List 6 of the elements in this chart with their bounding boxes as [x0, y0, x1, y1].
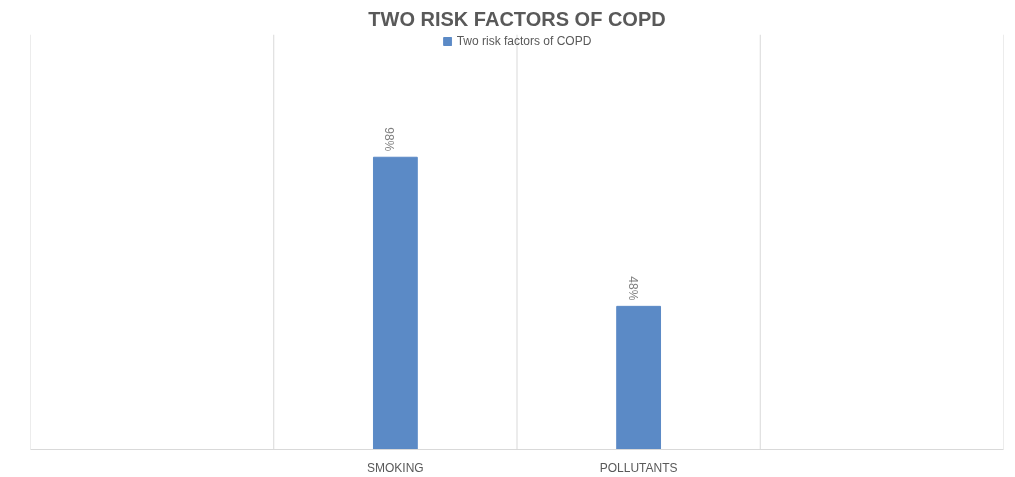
- data-label: 98%: [382, 127, 397, 152]
- x-tick-label: POLLUTANTS: [599, 460, 678, 475]
- legend-label: Two risk factors of COPD: [456, 34, 592, 48]
- chart-title: TWO RISK FACTORS OF COPD: [368, 7, 666, 30]
- x-tick-label: SMOKING: [367, 460, 424, 475]
- data-label: 48%: [625, 276, 640, 301]
